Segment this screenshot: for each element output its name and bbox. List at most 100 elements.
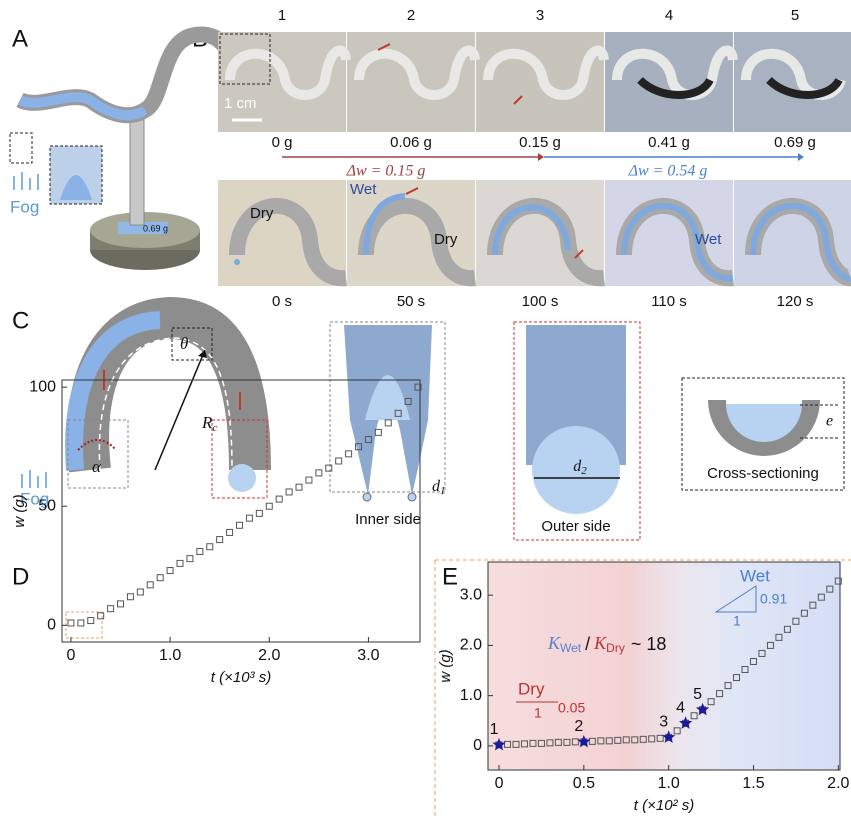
time-label: 110 s: [651, 293, 687, 310]
inner-side-label: Inner side: [355, 511, 421, 528]
square-marker: [286, 489, 292, 495]
point-label: 3: [659, 714, 668, 731]
theta-label: θ: [180, 334, 188, 353]
slope-run: 1: [733, 613, 741, 629]
point-label: 4: [676, 699, 685, 716]
panel-label: C: [12, 307, 29, 334]
panel-label: D: [12, 563, 29, 590]
square-marker: [177, 560, 183, 566]
y-tick-label: 100: [29, 378, 56, 395]
panel-label: E: [442, 563, 458, 590]
e-label: e: [826, 413, 833, 430]
square-marker: [78, 620, 84, 626]
panel-b-simulations: [218, 180, 851, 286]
square-marker: [118, 601, 124, 607]
square-marker: [326, 465, 332, 471]
outer-side-label: Outer side: [541, 518, 610, 535]
panel-label: A: [12, 25, 28, 52]
square-marker: [197, 548, 203, 554]
frame-number: 4: [665, 7, 673, 24]
radius-label: Rc: [201, 413, 217, 434]
time-label: 120 s: [777, 293, 814, 310]
page: {"panel_labels": ["A", "B", "C", "D", "E…: [0, 0, 851, 817]
panel-c-arch: [22, 318, 267, 498]
point-label: 1: [490, 721, 499, 738]
x-axis-label: t (×10³ s): [211, 669, 271, 686]
delta-arrows: [282, 153, 804, 161]
panel-c-inner: [330, 322, 445, 501]
square-marker: [296, 484, 302, 490]
frame-number: 5: [791, 7, 799, 24]
delta-label: Δw = 0.15 g: [346, 163, 426, 180]
square-marker: [127, 594, 133, 600]
state-label: Dry: [250, 205, 274, 222]
panel-c-outer: [514, 322, 640, 540]
square-marker: [385, 420, 391, 426]
y-tick-label: 0: [47, 617, 56, 634]
fog-label: Fog: [10, 197, 39, 216]
square-marker: [246, 515, 252, 521]
mass-label: 0 g: [272, 134, 293, 151]
time-label: 100 s: [522, 293, 559, 310]
state-label: Wet: [350, 181, 377, 198]
y-tick-label: 3.0: [460, 586, 482, 603]
panel-a-device: 0.69 g Fog: [10, 34, 235, 270]
square-marker: [98, 613, 104, 619]
point-label: 5: [693, 686, 702, 703]
time-label: 50 s: [397, 293, 425, 310]
x-tick-label: 2.0: [258, 647, 280, 664]
mass-label: 0.69 g: [774, 134, 816, 151]
x-tick-label: 0: [495, 775, 504, 792]
frame-number: 3: [536, 7, 544, 24]
dry-label: Dry: [518, 679, 545, 698]
y-tick-label: 2.0: [460, 637, 482, 654]
square-marker: [108, 606, 114, 612]
square-marker: [237, 522, 243, 528]
square-marker: [266, 503, 272, 509]
square-marker: [137, 589, 143, 595]
y-tick-label: 50: [38, 497, 56, 514]
square-marker: [147, 582, 153, 588]
x-tick-label: 2.0: [827, 775, 849, 792]
square-marker: [306, 477, 312, 483]
square-marker: [227, 529, 233, 535]
square-marker: [375, 429, 381, 435]
x-tick-label: 0: [66, 647, 75, 664]
x-tick-label: 1.0: [159, 647, 181, 664]
y-axis-label: w (g): [437, 649, 454, 682]
square-marker: [256, 510, 262, 516]
slope-value: 0.91: [760, 591, 787, 607]
x-tick-label: 1.5: [742, 775, 764, 792]
frame-number: 2: [407, 7, 415, 24]
mass-label: 0.15 g: [519, 134, 561, 151]
square-marker: [207, 544, 213, 550]
point-label: 2: [574, 718, 583, 735]
wet-label: Wet: [740, 566, 770, 585]
mass-label: 0.06 g: [390, 134, 432, 151]
mass-label: 0.41 g: [648, 134, 690, 151]
square-marker: [157, 575, 163, 581]
cross-section-label: Cross-sectioning: [707, 465, 819, 482]
square-marker: [316, 470, 322, 476]
square-marker: [217, 537, 223, 543]
frame-number: 1: [278, 7, 286, 24]
d1-label: d1: [432, 478, 446, 497]
y-tick-label: 0: [473, 737, 482, 754]
x-tick-label: 3.0: [357, 647, 379, 664]
slope-run: 1: [534, 705, 542, 721]
state-label: Wet: [695, 231, 722, 248]
square-marker: [336, 458, 342, 464]
square-marker: [88, 618, 94, 624]
scale-reading: 0.69 g: [143, 223, 168, 233]
x-tick-label: 0.5: [573, 775, 595, 792]
panel-b-photos: 1 cm: [218, 32, 851, 132]
figure: A B C D E 0.69 g Fog: [0, 0, 851, 817]
x-axis-label: t (×10² s): [634, 797, 694, 814]
square-marker: [167, 568, 173, 574]
x-tick-label: 1.0: [658, 775, 680, 792]
square-marker: [276, 496, 282, 502]
delta-label: Δw = 0.54 g: [628, 163, 708, 180]
square-marker: [346, 451, 352, 457]
state-label: Dry: [434, 231, 458, 248]
scale-bar-label: 1 cm: [224, 95, 257, 112]
